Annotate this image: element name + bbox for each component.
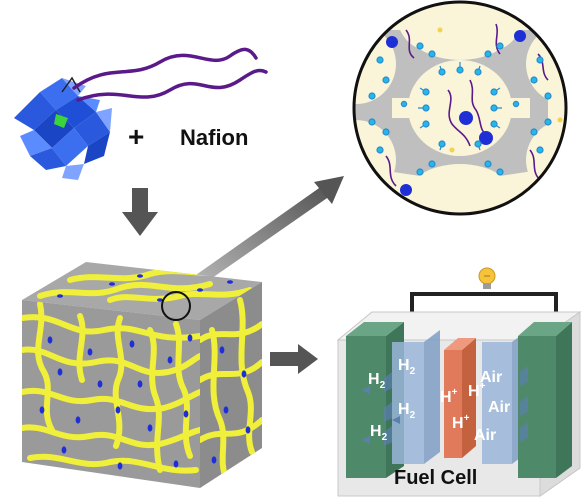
magnified-nanostructure-circle [352,0,568,216]
zoom-arrow-icon [186,176,344,292]
air-label-2: Air [488,399,510,416]
nafion-label: Nafion [180,125,248,150]
polyoxometalate-cluster [14,76,112,180]
h-plus-label-1: H+ [440,387,458,406]
air-label-1: Air [480,369,502,386]
plus-sign: + [128,121,144,152]
fuel-cell-device: H2 H2 H2 H2 H+ H+ H+ Air Air Air Fuel Ce… [336,267,582,497]
h2-label-4: H2 [370,423,388,443]
h-plus-label-3: H+ [452,413,470,432]
membrane-cube [22,262,262,488]
h-plus-label-2: H+ [468,381,486,400]
zoom-region-circle [161,291,191,321]
nafion-polymer-chains [72,47,268,102]
h2-label-1: H2 [368,371,386,391]
fuel-cell-label: Fuel Cell [394,467,477,489]
h2-label-2: H2 [398,357,416,377]
right-arrow-icon [270,344,318,374]
pom-dots [39,274,251,470]
light-bulb-icon [478,267,496,289]
fuel-cell-labels: H2 H2 H2 H2 H+ H+ H+ Air Air Air [368,357,510,444]
air-label-3: Air [474,427,496,444]
down-arrow-icon [122,188,158,236]
h2-label-3: H2 [398,401,416,421]
